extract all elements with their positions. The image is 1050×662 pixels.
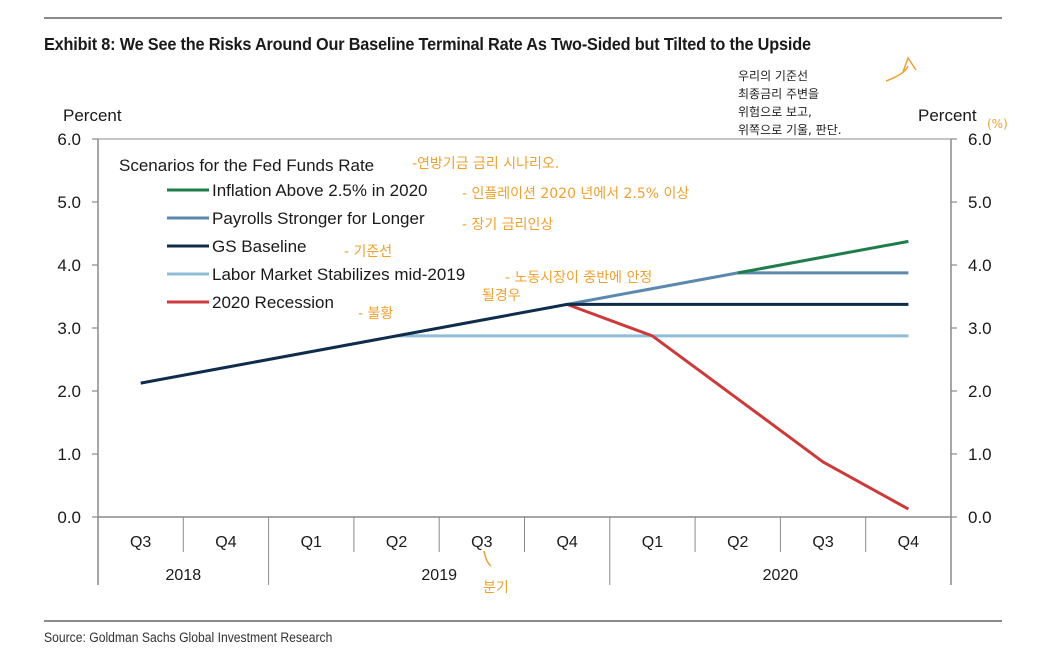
y-tick-label-left: 6.0 bbox=[57, 130, 81, 149]
annotation-summary-line: 위험으로 보고, bbox=[738, 105, 812, 119]
annotation-summary-line: 최종금리 주변을 bbox=[738, 87, 819, 101]
bottom-rule bbox=[44, 620, 1002, 622]
y-tick-label-right: 6.0 bbox=[968, 130, 992, 149]
annotation-recession: - 불황 bbox=[358, 306, 393, 322]
x-year-label: 2019 bbox=[421, 567, 457, 584]
x-category-label: Q1 bbox=[642, 534, 663, 551]
source-note: Source: Goldman Sachs Global Investment … bbox=[44, 630, 333, 645]
legend-label: Labor Market Stabilizes mid-2019 bbox=[212, 265, 465, 284]
y-tick-label-right: 1.0 bbox=[968, 445, 992, 464]
annotation-baseline: - 기준선 bbox=[344, 244, 392, 260]
x-year-label: 2020 bbox=[763, 567, 799, 584]
y-tick-label-right: 3.0 bbox=[968, 319, 992, 338]
annotation-labor-1: - 노동시장이 중반에 안정 bbox=[505, 270, 652, 286]
x-category-label: Q4 bbox=[215, 534, 236, 551]
legend-label: GS Baseline bbox=[212, 237, 307, 256]
annotation-percent: (%) bbox=[987, 117, 1008, 131]
y-tick-label-left: 0.0 bbox=[57, 508, 81, 527]
y-tick-label-right: 4.0 bbox=[968, 256, 992, 275]
y-tick-label-left: 1.0 bbox=[57, 445, 81, 464]
x-category-label: Q2 bbox=[386, 534, 407, 551]
y-tick-label-left: 4.0 bbox=[57, 256, 81, 275]
y-tick-label-right: 5.0 bbox=[968, 193, 992, 212]
annotation-legend-title: -연방기금 금리 시나리오. bbox=[412, 156, 559, 172]
annotation-upside-arrow bbox=[885, 56, 917, 82]
x-category-label: Q4 bbox=[556, 534, 577, 551]
annotation-summary-line: 위쪽으로 기울, 판단. bbox=[738, 123, 842, 137]
legend-label: Inflation Above 2.5% in 2020 bbox=[212, 181, 428, 200]
x-category-label: Q3 bbox=[130, 534, 151, 551]
y-tick-label-left: 3.0 bbox=[57, 319, 81, 338]
y-tick-label-right: 2.0 bbox=[968, 382, 992, 401]
annotation-payrolls: - 장기 금리인상 bbox=[462, 217, 553, 233]
annotation-q3-arrow bbox=[483, 550, 492, 567]
y-axis-title-left: Percent bbox=[63, 106, 122, 125]
y-tick-label-left: 5.0 bbox=[57, 193, 81, 212]
chart-title: Exhibit 8: We See the Risks Around Our B… bbox=[44, 34, 811, 54]
x-category-label: Q3 bbox=[812, 534, 833, 551]
x-category-label: Q3 bbox=[471, 534, 492, 551]
x-category-label: Q4 bbox=[898, 534, 919, 551]
legend-label: Payrolls Stronger for Longer bbox=[212, 209, 425, 228]
y-tick-label-right: 0.0 bbox=[968, 508, 992, 527]
series-line-inflation-above-2-5-in-2020 bbox=[737, 239, 909, 275]
legend-title: Scenarios for the Fed Funds Rate bbox=[119, 156, 374, 175]
legend-label: 2020 Recession bbox=[212, 293, 334, 312]
top-rule bbox=[44, 17, 1002, 19]
series-line-2020-recession bbox=[566, 302, 910, 511]
annotation-summary-line: 우리의 기준선 bbox=[738, 69, 808, 83]
x-category-label: Q2 bbox=[727, 534, 748, 551]
annotation-q3: 분기 bbox=[483, 580, 509, 596]
x-category-label: Q1 bbox=[301, 534, 322, 551]
series-line-gs-baseline bbox=[140, 302, 909, 385]
annotation-inflation: - 인플레이션 2020 년에서 2.5% 이상 bbox=[462, 186, 689, 202]
x-year-label: 2018 bbox=[166, 567, 202, 584]
y-axis-title-right: Percent bbox=[918, 106, 977, 125]
annotation-labor-2: 될경우 bbox=[482, 288, 521, 304]
y-tick-label-left: 2.0 bbox=[57, 382, 81, 401]
